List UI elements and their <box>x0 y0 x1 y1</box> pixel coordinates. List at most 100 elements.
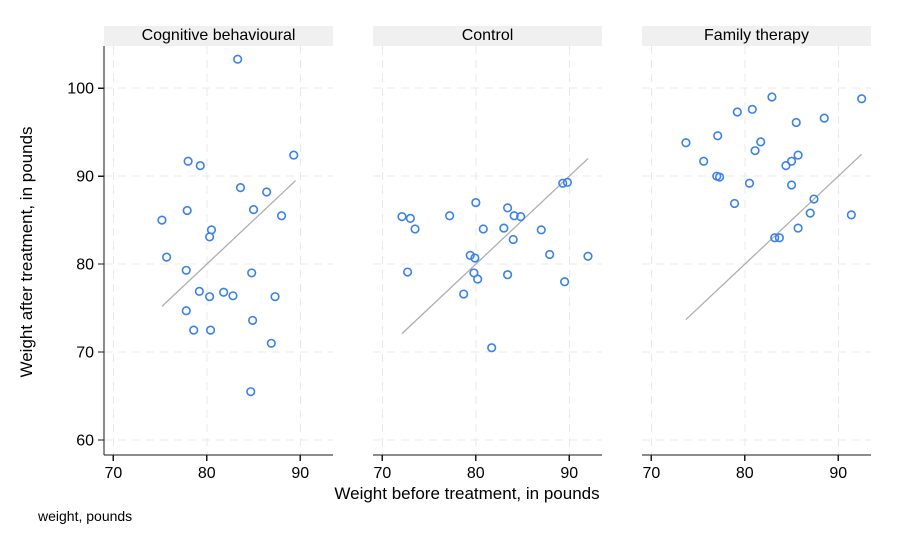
identity-refline <box>401 158 589 335</box>
data-point-marker <box>744 178 755 188</box>
data-point-marker <box>246 387 256 397</box>
data-point-marker <box>786 156 797 166</box>
data-point-marker <box>767 92 777 102</box>
data-point-marker <box>729 198 740 209</box>
data-point-marker <box>262 187 272 197</box>
panel-title: Control <box>461 27 514 44</box>
data-point-marker <box>195 161 205 171</box>
x-tick-label: 90 <box>560 465 578 482</box>
data-point-marker <box>219 287 229 297</box>
data-point-marker <box>459 289 469 299</box>
data-point-marker <box>465 250 475 260</box>
data-point-marker <box>162 252 172 262</box>
x-axis-title: Weight before treatment, in pounds <box>334 484 600 503</box>
footnote-variable-label: weight, pounds <box>38 508 133 524</box>
data-point-marker <box>793 150 803 160</box>
panel-header-control: Control <box>373 26 602 46</box>
data-point-marker <box>157 215 167 225</box>
data-point-marker <box>857 94 867 104</box>
panel-family-therapy: 70 80 90 <box>642 46 871 482</box>
data-point-marker <box>781 161 791 171</box>
data-point-marker <box>545 249 555 260</box>
x-tick-label: 70 <box>373 465 391 482</box>
data-point-marker <box>181 306 191 316</box>
data-point-marker <box>183 156 193 166</box>
data-point-marker <box>809 194 819 204</box>
data-point-marker <box>445 211 455 221</box>
x-tick-label: 90 <box>829 465 847 482</box>
y-tick-label: 80 <box>76 257 94 274</box>
data-point-marker <box>786 180 797 190</box>
identity-refline <box>161 180 297 307</box>
x-tick-label: 70 <box>642 465 660 482</box>
x-tick-label: 90 <box>291 465 309 482</box>
data-point-marker <box>747 104 757 114</box>
x-tick-label: 80 <box>198 465 216 482</box>
scatter-markers <box>157 54 299 397</box>
data-point-marker <box>536 225 546 235</box>
data-point-marker <box>499 223 509 233</box>
y-tick-label: 90 <box>76 169 94 186</box>
x-tick-label: 80 <box>736 465 754 482</box>
data-point-marker <box>270 292 280 302</box>
data-point-marker <box>713 131 723 141</box>
data-point-marker <box>487 343 497 353</box>
data-point-marker <box>248 315 258 326</box>
data-point-marker <box>189 325 199 335</box>
data-point-marker <box>562 177 573 187</box>
data-point-marker <box>509 211 519 221</box>
data-point-marker <box>205 232 215 242</box>
scatter-markers <box>681 92 867 243</box>
panel-title: Cognitive behavioural <box>141 27 296 44</box>
data-point-marker <box>791 117 801 128</box>
data-point-marker <box>846 210 856 220</box>
data-point-marker <box>516 212 526 222</box>
data-point-marker <box>502 203 513 213</box>
x-tick-label: 70 <box>104 465 122 482</box>
data-point-marker <box>470 253 480 263</box>
data-point-marker <box>228 291 238 301</box>
data-point-marker <box>774 233 785 243</box>
data-point-marker <box>405 213 415 223</box>
panel-header-family-therapy: Family therapy <box>642 26 871 46</box>
data-point-marker <box>750 146 760 156</box>
data-point-marker <box>205 325 216 335</box>
panel-cognitive-behavioural: 70 80 90 60 70 80 90 100 <box>67 46 333 482</box>
data-point-marker <box>235 183 246 193</box>
data-point-marker <box>276 211 287 221</box>
data-point-marker <box>247 268 257 278</box>
x-tick-label: 80 <box>467 465 485 482</box>
data-point-marker <box>205 292 215 302</box>
data-point-marker <box>508 234 518 245</box>
data-point-marker <box>233 54 243 64</box>
data-point-marker <box>182 205 192 216</box>
data-point-marker <box>714 172 725 182</box>
data-point-marker <box>181 265 191 275</box>
data-point-marker <box>681 138 691 148</box>
data-point-marker <box>410 224 420 234</box>
identity-refline <box>685 153 863 321</box>
y-tick-label: 100 <box>67 81 94 98</box>
data-point-marker <box>471 197 481 208</box>
y-tick-label: 70 <box>76 345 94 362</box>
data-point-marker <box>793 223 803 233</box>
data-point-marker <box>473 274 483 284</box>
data-point-marker <box>502 270 513 280</box>
y-axis-title: Weight after treatment, in pounds <box>17 126 36 378</box>
data-point-marker <box>397 212 407 222</box>
y-tick-label: 60 <box>76 433 94 450</box>
data-point-marker <box>194 286 204 297</box>
data-point-marker <box>699 156 709 166</box>
data-point-marker <box>583 251 593 261</box>
data-point-marker <box>732 107 742 117</box>
data-point-marker <box>805 208 815 218</box>
data-point-marker <box>478 224 488 234</box>
data-point-marker <box>402 267 413 277</box>
panel-control: 70 80 90 <box>373 46 602 482</box>
panel-title: Family therapy <box>704 27 809 44</box>
data-point-marker <box>266 338 276 348</box>
data-point-marker <box>756 137 766 147</box>
data-point-marker <box>819 113 829 123</box>
